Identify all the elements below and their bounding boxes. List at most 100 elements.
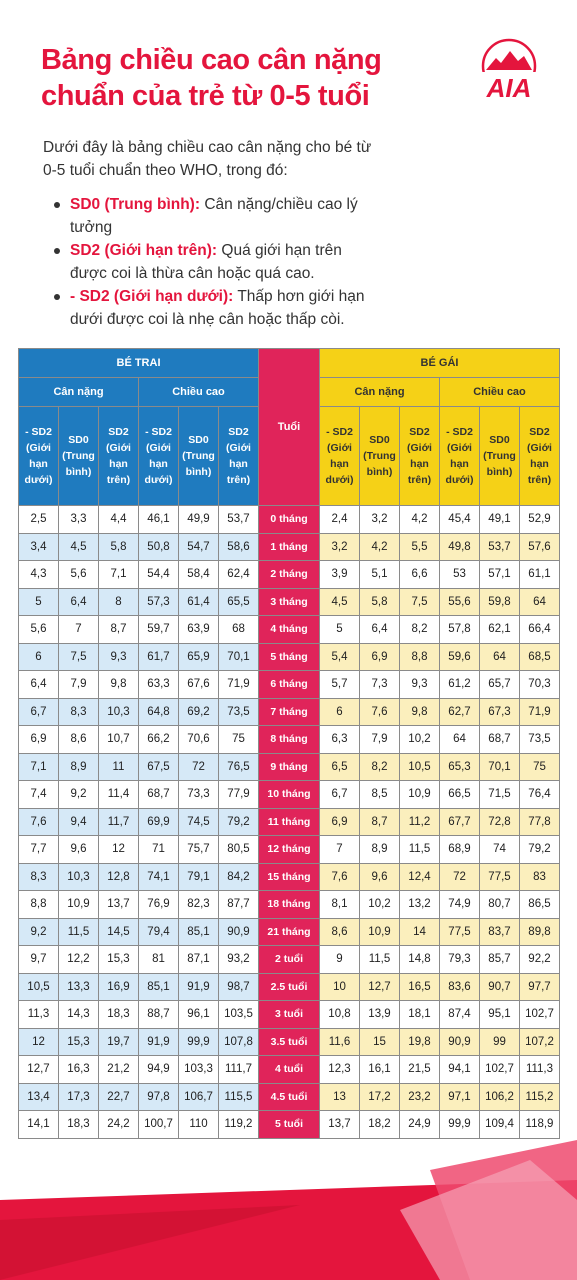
legend-text: Quá giới hạn trên được coi là thừa cân h… <box>70 242 342 282</box>
value-cell: 10,3 <box>58 862 99 891</box>
value-cell: 7,5 <box>58 642 99 671</box>
age-cell: 5 tuổi <box>258 1110 320 1139</box>
value-cell: 4,2 <box>359 532 400 561</box>
value-cell: 5,4 <box>319 642 360 671</box>
value-cell: 11,2 <box>399 807 440 836</box>
value-cell: 6,6 <box>399 560 440 589</box>
col-header: SD2 (Giới hạn trên) <box>399 406 440 506</box>
value-cell: 18,3 <box>58 1110 99 1139</box>
value-cell: 8,9 <box>359 835 400 864</box>
value-cell: 13,9 <box>359 1000 400 1029</box>
value-cell: 16,3 <box>58 1055 99 1084</box>
value-cell: 68,9 <box>439 835 480 864</box>
value-cell: 49,8 <box>439 532 480 561</box>
age-cell: 2.5 tuổi <box>258 972 320 1001</box>
table-body: 2,5 3,3 4,4 46,1 49,9 53,7 0 tháng 2,4 3,2 4,2 45,… <box>18 505 560 1139</box>
age-cell: 3.5 tuổi <box>258 1027 320 1056</box>
value-cell: 11,7 <box>98 807 139 836</box>
value-cell: 69,2 <box>178 697 219 726</box>
age-cell: 12 tháng <box>258 835 320 864</box>
value-cell: 8,9 <box>58 752 99 781</box>
value-cell: 71,9 <box>519 697 560 726</box>
value-cell: 3,9 <box>319 560 360 589</box>
table-row: 6,9 8,6 10,7 66,2 70,6 75 8 tháng 6,3 7,9 10,2 64 6… <box>18 725 560 754</box>
value-cell: 5,6 <box>58 560 99 589</box>
value-cell: 7,4 <box>18 780 59 809</box>
value-cell: 72,8 <box>479 807 520 836</box>
value-cell: 71,5 <box>479 780 520 809</box>
value-cell: 11,6 <box>319 1027 360 1056</box>
value-cell: 13 <box>319 1082 360 1111</box>
value-cell: 96,1 <box>178 1000 219 1029</box>
value-cell: 68,7 <box>479 725 520 754</box>
value-cell: 99,9 <box>439 1110 480 1139</box>
value-cell: 8 <box>98 587 139 616</box>
table-row: 7,7 9,6 12 71 75,7 80,5 12 tháng 7 8,9 11,5 68,9 74… <box>18 835 560 864</box>
value-cell: 95,1 <box>479 1000 520 1029</box>
value-cell: 62,7 <box>439 697 480 726</box>
legend-list: SD0 (Trung bình): Cân nặng/chiều cao lý … <box>48 193 378 331</box>
value-cell: 70,1 <box>479 752 520 781</box>
value-cell: 106,7 <box>178 1082 219 1111</box>
value-cell: 8,6 <box>319 917 360 946</box>
value-cell: 11,5 <box>399 835 440 864</box>
value-cell: 87,1 <box>178 945 219 974</box>
value-cell: 58,4 <box>178 560 219 589</box>
value-cell: 93,2 <box>218 945 259 974</box>
value-cell: 74 <box>479 835 520 864</box>
value-cell: 18,1 <box>399 1000 440 1029</box>
value-cell: 12,7 <box>359 972 400 1001</box>
value-cell: 9,8 <box>399 697 440 726</box>
value-cell: 9,6 <box>58 835 99 864</box>
value-cell: 103,5 <box>218 1000 259 1029</box>
age-cell: 2 tuổi <box>258 945 320 974</box>
value-cell: 49,1 <box>479 505 520 534</box>
age-cell: 18 tháng <box>258 890 320 919</box>
value-cell: 6,5 <box>319 752 360 781</box>
value-cell: 12,3 <box>319 1055 360 1084</box>
value-cell: 14,5 <box>98 917 139 946</box>
value-cell: 74,9 <box>439 890 480 919</box>
col-header: - SD2 (Giới hạn dưới) <box>138 406 179 506</box>
value-cell: 9,8 <box>98 670 139 699</box>
value-cell: 65,5 <box>218 587 259 616</box>
header-boy-height: Chiều cao <box>138 377 259 407</box>
age-cell: 3 tháng <box>258 587 320 616</box>
value-cell: 7,3 <box>359 670 400 699</box>
value-cell: 18,2 <box>359 1110 400 1139</box>
value-cell: 49,9 <box>178 505 219 534</box>
value-cell: 62,1 <box>479 615 520 644</box>
value-cell: 100,7 <box>138 1110 179 1139</box>
value-cell: 98,7 <box>218 972 259 1001</box>
col-header: - SD2 (Giới hạn dưới) <box>319 406 360 506</box>
value-cell: 107,8 <box>218 1027 259 1056</box>
col-header: SD2 (Giới hạn trên) <box>218 406 259 506</box>
value-cell: 6,9 <box>18 725 59 754</box>
value-cell: 9,2 <box>58 780 99 809</box>
value-cell: 83,7 <box>479 917 520 946</box>
legend-text: Thấp hơn giới hạn dưới được coi là nhẹ c… <box>70 288 365 328</box>
value-cell: 19,8 <box>399 1027 440 1056</box>
value-cell: 7,9 <box>58 670 99 699</box>
value-cell: 2,4 <box>319 505 360 534</box>
value-cell: 8,7 <box>98 615 139 644</box>
value-cell: 73,5 <box>519 725 560 754</box>
age-cell: 4 tuổi <box>258 1055 320 1084</box>
value-cell: 6,3 <box>319 725 360 754</box>
legend-text: Cân nặng/chiều cao lý tưởng <box>70 196 358 236</box>
value-cell: 59,8 <box>479 587 520 616</box>
value-cell: 102,7 <box>479 1055 520 1084</box>
legend-label: SD0 (Trung bình): <box>70 196 201 213</box>
value-cell: 15 <box>359 1027 400 1056</box>
value-cell: 11,5 <box>58 917 99 946</box>
value-cell: 8,2 <box>359 752 400 781</box>
age-cell: 0 tháng <box>258 505 320 534</box>
value-cell: 7,6 <box>319 862 360 891</box>
value-cell: 107,2 <box>519 1027 560 1056</box>
value-cell: 111,3 <box>519 1055 560 1084</box>
value-cell: 19,7 <box>98 1027 139 1056</box>
header-age: Tuổi <box>258 348 320 506</box>
value-cell: 74,5 <box>178 807 219 836</box>
value-cell: 14,1 <box>18 1110 59 1139</box>
value-cell: 3,2 <box>359 505 400 534</box>
